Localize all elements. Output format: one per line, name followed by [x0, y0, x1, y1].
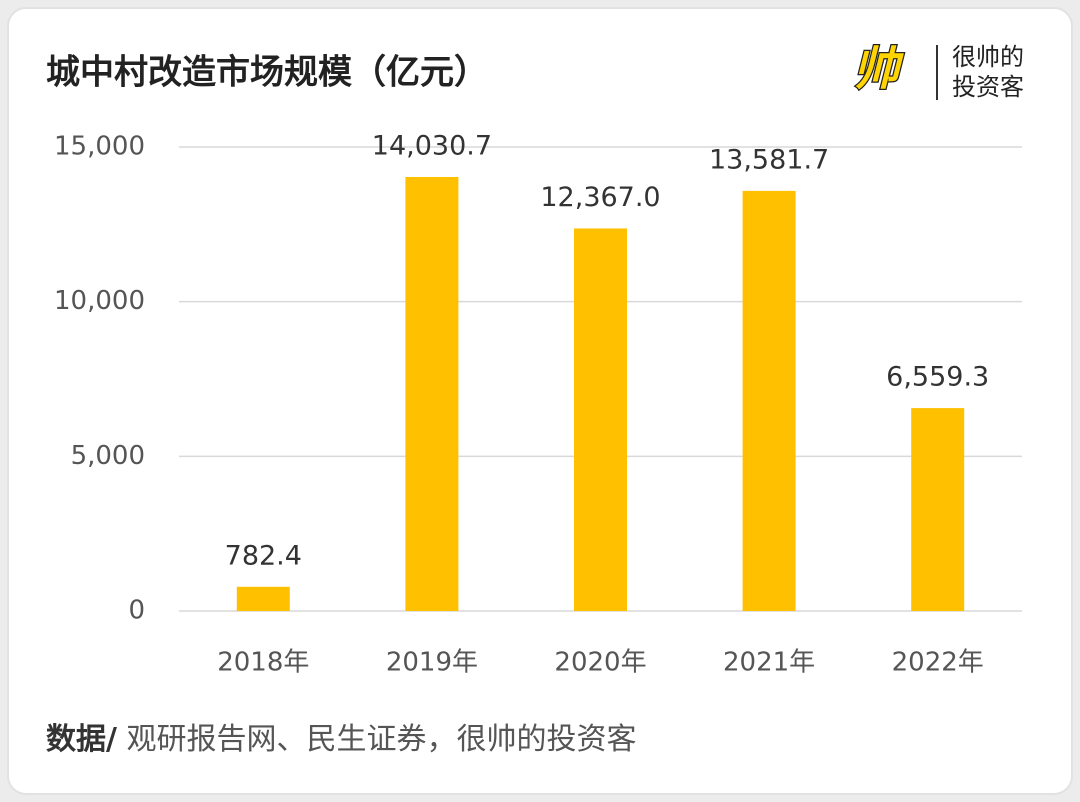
value-label: 13,581.7: [709, 144, 829, 175]
source-label: 数据/: [46, 722, 117, 757]
value-label: 14,030.7: [372, 130, 492, 161]
x-tick-label: 2018年: [217, 648, 309, 678]
logo-line: 投资客: [952, 73, 1024, 101]
x-tick-label: 2022年: [892, 648, 984, 678]
logo: 帅 很帅的 投资客: [852, 40, 1024, 101]
value-label: 6,559.3: [886, 362, 989, 393]
x-tick-label: 2020年: [554, 648, 646, 678]
logo-line: 很帅的: [952, 43, 1024, 71]
y-tick-label: 10,000: [54, 286, 145, 316]
bar: [236, 586, 290, 611]
y-tick-label: 0: [128, 596, 145, 626]
source-text: 观研报告网、民生证券，很帅的投资客: [117, 722, 637, 757]
x-tick-label: 2021年: [723, 648, 815, 678]
bar: [405, 176, 459, 611]
y-tick-label: 5,000: [71, 441, 145, 471]
bar: [574, 228, 627, 612]
value-label: 782.4: [225, 540, 302, 571]
y-tick-label: 15,000: [54, 132, 145, 162]
value-label: 12,367.0: [540, 182, 660, 213]
bar: [742, 190, 796, 611]
chart-title: 城中村改造市场规模（亿元）: [46, 53, 488, 93]
x-tick-label: 2019年: [386, 648, 478, 678]
bar: [911, 408, 965, 611]
source: 数据/ 观研报告网、民生证券，很帅的投资客: [46, 722, 637, 757]
logo-mark: 帅: [853, 42, 904, 96]
